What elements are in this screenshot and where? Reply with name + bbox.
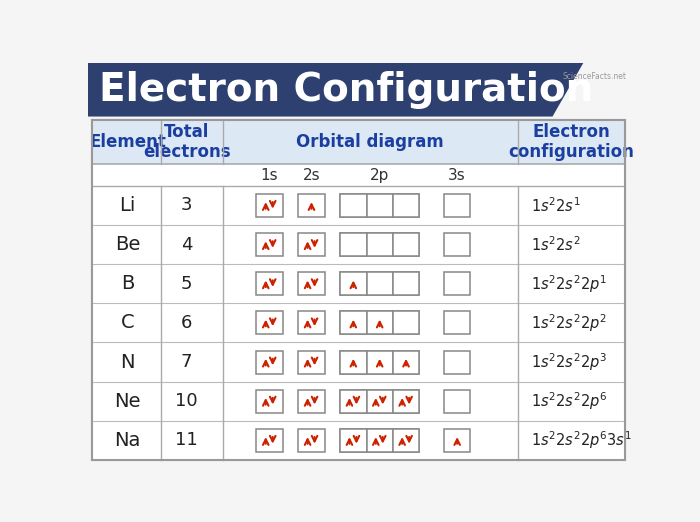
- Bar: [340, 311, 367, 335]
- Bar: [92, 120, 625, 460]
- Bar: [92, 225, 625, 264]
- Bar: [92, 120, 625, 460]
- Bar: [444, 429, 470, 452]
- Bar: [256, 311, 283, 335]
- Bar: [92, 342, 625, 382]
- Bar: [444, 389, 470, 413]
- Text: C: C: [121, 313, 134, 333]
- Bar: [298, 389, 325, 413]
- Text: Electron
configuration: Electron configuration: [508, 123, 634, 161]
- Text: Electron Configuration: Electron Configuration: [99, 70, 594, 109]
- Bar: [393, 194, 419, 217]
- Bar: [367, 389, 393, 413]
- Bar: [340, 233, 367, 256]
- Bar: [92, 186, 625, 225]
- Bar: [340, 350, 419, 374]
- Bar: [340, 429, 419, 452]
- Bar: [256, 233, 283, 256]
- Bar: [444, 272, 470, 295]
- Text: 3s: 3s: [448, 168, 466, 183]
- Text: Element: Element: [90, 133, 166, 151]
- Text: 10: 10: [176, 392, 198, 410]
- Bar: [92, 120, 625, 164]
- Bar: [367, 194, 393, 217]
- Bar: [393, 233, 419, 256]
- Bar: [367, 311, 393, 335]
- Text: N: N: [120, 352, 135, 372]
- Bar: [393, 311, 419, 335]
- Bar: [256, 429, 283, 452]
- Text: $1s^{2}2s^{2}2p^{3}$: $1s^{2}2s^{2}2p^{3}$: [531, 351, 607, 373]
- Bar: [444, 350, 470, 374]
- Bar: [92, 303, 625, 342]
- Bar: [444, 233, 470, 256]
- Bar: [92, 264, 625, 303]
- Bar: [92, 421, 625, 460]
- Bar: [340, 272, 367, 295]
- Bar: [393, 389, 419, 413]
- Bar: [92, 164, 625, 186]
- Bar: [340, 350, 367, 374]
- Text: 7: 7: [181, 353, 192, 371]
- Bar: [367, 233, 393, 256]
- Bar: [393, 272, 419, 295]
- Text: $1s^{2}2s^{2}2p^{1}$: $1s^{2}2s^{2}2p^{1}$: [531, 273, 607, 294]
- Text: $1s^{2}2s^{2}$: $1s^{2}2s^{2}$: [531, 235, 580, 254]
- Polygon shape: [88, 63, 584, 116]
- Text: ScienceFacts.net: ScienceFacts.net: [562, 72, 626, 81]
- Bar: [340, 194, 419, 217]
- Text: $1s^{2}2s^{2}2p^{6}$: $1s^{2}2s^{2}2p^{6}$: [531, 390, 607, 412]
- Text: 2s: 2s: [302, 168, 321, 183]
- Text: 6: 6: [181, 314, 193, 332]
- Bar: [256, 389, 283, 413]
- Text: $1s^{2}2s^{1}$: $1s^{2}2s^{1}$: [531, 196, 580, 215]
- Bar: [367, 272, 393, 295]
- Text: 5: 5: [181, 275, 192, 293]
- Bar: [393, 350, 419, 374]
- Bar: [340, 389, 419, 413]
- Text: Be: Be: [115, 235, 141, 254]
- Bar: [340, 389, 367, 413]
- Text: Orbital diagram: Orbital diagram: [297, 133, 444, 151]
- Text: Li: Li: [120, 196, 136, 215]
- Text: 2p: 2p: [370, 168, 389, 183]
- Bar: [256, 194, 283, 217]
- Text: Total
electrons: Total electrons: [143, 123, 230, 161]
- Text: B: B: [121, 274, 134, 293]
- Bar: [298, 429, 325, 452]
- Bar: [393, 429, 419, 452]
- Bar: [367, 350, 393, 374]
- Bar: [340, 272, 419, 295]
- Text: 4: 4: [181, 235, 192, 254]
- Bar: [340, 311, 419, 335]
- Bar: [444, 194, 470, 217]
- Bar: [256, 350, 283, 374]
- Text: $1s^{2}2s^{2}2p^{6}3s^{1}$: $1s^{2}2s^{2}2p^{6}3s^{1}$: [531, 430, 631, 451]
- Bar: [340, 194, 367, 217]
- Bar: [298, 350, 325, 374]
- Bar: [298, 311, 325, 335]
- Bar: [340, 429, 367, 452]
- Text: $1s^{2}2s^{2}2p^{2}$: $1s^{2}2s^{2}2p^{2}$: [531, 312, 607, 334]
- Bar: [256, 272, 283, 295]
- Text: Na: Na: [115, 431, 141, 450]
- Bar: [298, 272, 325, 295]
- Bar: [298, 233, 325, 256]
- Bar: [444, 311, 470, 335]
- Bar: [367, 429, 393, 452]
- Bar: [340, 233, 419, 256]
- Bar: [92, 382, 625, 421]
- Bar: [298, 194, 325, 217]
- Text: 1s: 1s: [261, 168, 279, 183]
- Text: 11: 11: [175, 431, 198, 449]
- Text: Ne: Ne: [115, 392, 141, 411]
- Text: 3: 3: [181, 196, 192, 215]
